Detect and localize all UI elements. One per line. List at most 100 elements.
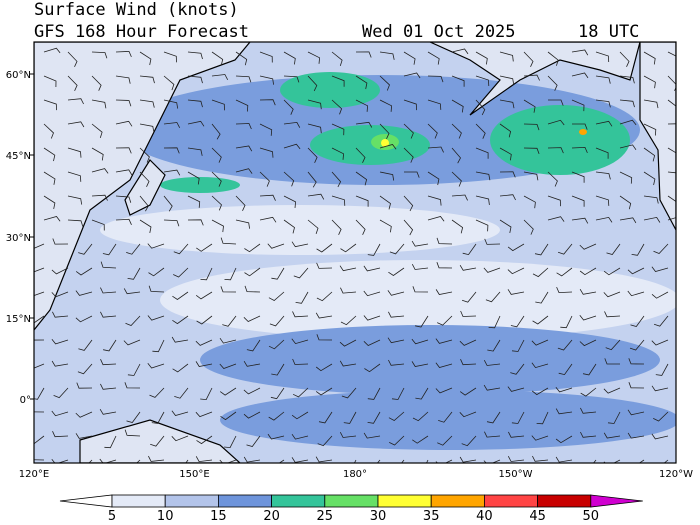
wind-barb — [148, 267, 165, 277]
colorbar-segment — [483, 494, 538, 508]
wind-barb — [507, 456, 525, 462]
wind-barb — [292, 358, 309, 365]
wind-barb — [355, 51, 372, 58]
wind-barb — [307, 171, 317, 188]
wind-barb — [187, 51, 203, 60]
wind-barb — [603, 432, 621, 439]
wind-barb — [483, 384, 501, 391]
wind-barb — [123, 288, 141, 295]
wind-barb — [363, 290, 381, 297]
wind-barb — [316, 262, 333, 269]
field-patch — [490, 105, 630, 175]
wind-barb — [75, 267, 93, 276]
wind-barb — [43, 147, 56, 162]
wind-barb — [508, 431, 525, 438]
wind-barb — [211, 171, 222, 187]
wind-barb — [195, 291, 213, 300]
wind-barb — [295, 291, 309, 304]
wind-barb — [499, 147, 512, 161]
wind-barb — [511, 339, 525, 352]
wind-barb — [572, 123, 588, 130]
wind-barb — [629, 339, 645, 351]
wind-barb — [187, 99, 203, 108]
wind-barb — [451, 147, 461, 164]
wind-barb — [307, 51, 321, 64]
wind-barb — [388, 267, 405, 276]
wind-barb — [547, 51, 559, 66]
wind-barb — [115, 50, 132, 58]
wind-barb — [628, 382, 645, 389]
wind-barb — [643, 216, 661, 223]
wind-barb — [603, 387, 621, 394]
wind-barb — [235, 219, 250, 229]
wind-barb — [51, 267, 69, 275]
wind-barb — [655, 363, 669, 376]
wind-barb — [595, 75, 611, 84]
wind-barb — [412, 435, 429, 444]
wind-barb — [173, 267, 189, 278]
wind-barb — [171, 336, 189, 343]
wind-barb — [259, 171, 270, 187]
wind-barb — [651, 291, 669, 299]
lat-label: 60°N — [6, 70, 31, 81]
wind-barb — [571, 49, 589, 56]
wind-barb — [412, 411, 429, 422]
wind-barb — [331, 147, 345, 160]
wind-barb — [510, 315, 525, 328]
wind-barb — [403, 195, 414, 212]
wind-barb — [331, 171, 342, 188]
wind-barb — [532, 315, 549, 325]
wind-barb — [200, 267, 213, 281]
wind-barb — [259, 99, 276, 106]
wind-barb — [34, 291, 45, 297]
wind-barb — [451, 194, 468, 201]
wind-barb — [307, 147, 318, 163]
wind-barb — [243, 315, 261, 322]
wind-barb — [139, 147, 150, 163]
wind-barb — [163, 195, 173, 212]
wind-barb — [220, 411, 237, 421]
wind-barb — [51, 459, 69, 463]
wind-barb — [171, 410, 189, 416]
wind-barb — [331, 99, 343, 115]
wind-barb — [139, 75, 155, 84]
wind-barb — [461, 435, 477, 447]
wind-barb — [488, 315, 501, 329]
wind-barb — [462, 243, 477, 256]
wind-barb — [172, 291, 189, 300]
wind-barb — [459, 264, 477, 271]
wind-barb — [547, 147, 564, 154]
wind-barb — [317, 435, 333, 447]
wind-barb — [163, 75, 175, 91]
wind-barb — [43, 195, 56, 209]
wind-barb — [510, 363, 525, 375]
wind-barb — [34, 411, 45, 413]
wind-barb — [268, 339, 285, 350]
wind-barb — [292, 387, 309, 398]
wind-barb — [484, 431, 501, 438]
wind-barb — [331, 195, 346, 206]
wind-barb — [436, 262, 453, 269]
wind-barb — [200, 387, 213, 401]
wind-barb — [459, 387, 477, 396]
colorbar-segment — [164, 494, 219, 508]
wind-barb — [499, 99, 515, 109]
wind-barb — [580, 407, 597, 414]
wind-barb — [100, 359, 117, 366]
wind-barb — [555, 435, 573, 444]
wind-barb — [43, 47, 61, 54]
wind-barb — [427, 123, 438, 139]
wind-barb — [259, 123, 273, 136]
wind-barb — [367, 243, 381, 256]
wind-barb — [195, 361, 213, 367]
wind-barb — [523, 99, 536, 113]
wind-barb — [187, 120, 205, 127]
wind-barb — [667, 99, 676, 107]
wind-barb — [34, 435, 45, 445]
lon-label: 120°W — [659, 469, 693, 480]
wind-barb — [339, 360, 357, 367]
wind-barb — [270, 387, 285, 400]
wind-barb — [507, 289, 525, 295]
wind-barb — [43, 123, 54, 139]
wind-barb — [211, 147, 222, 163]
